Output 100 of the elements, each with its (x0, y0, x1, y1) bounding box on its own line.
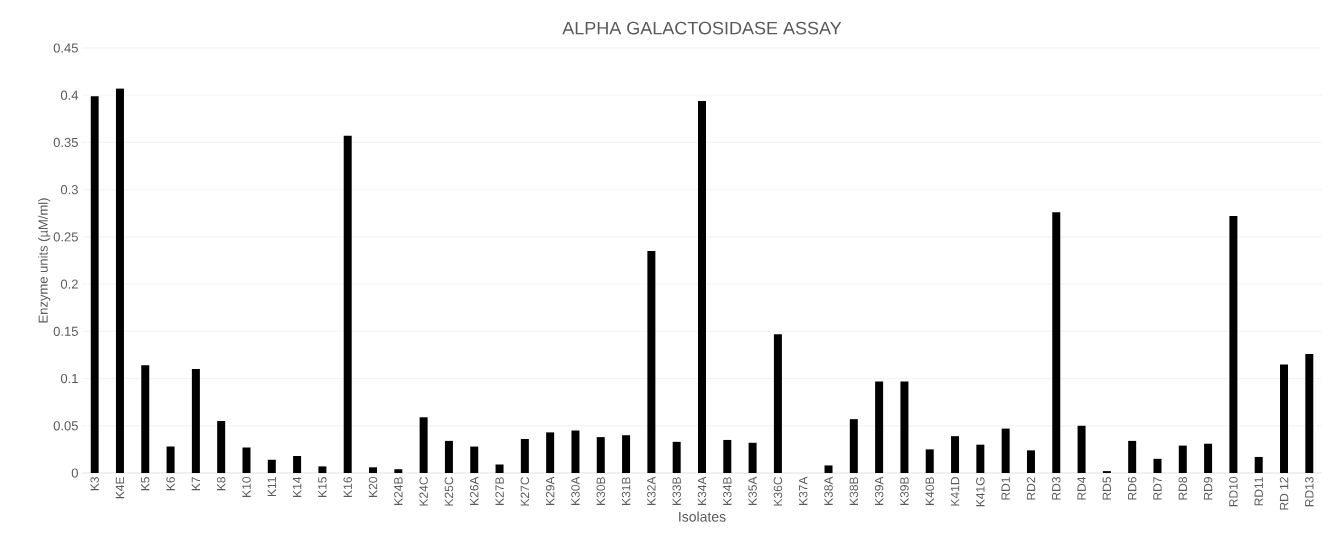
bar (900, 381, 909, 473)
x-tick-label: K15 (318, 477, 327, 497)
bar (647, 251, 656, 473)
bar (267, 459, 276, 473)
x-tick-label: RD4 (1077, 476, 1086, 500)
x-tick-label: K31B (621, 477, 631, 505)
x-tick-label: RD5 (1102, 477, 1112, 500)
bar (596, 437, 605, 473)
bar (697, 100, 706, 473)
x-tick-label: RD9 (1203, 477, 1213, 500)
x-tick-label: K11 (267, 477, 276, 497)
x-tick-label: K27B (495, 477, 504, 505)
bar (115, 88, 124, 473)
bar (1204, 443, 1213, 473)
bar (773, 334, 782, 473)
y-tick-label: 0.1 (60, 373, 78, 384)
y-tick-label: 0.3 (60, 185, 78, 195)
bar (1305, 354, 1314, 473)
bar (1229, 216, 1238, 473)
y-tick-label: 0.35 (53, 137, 78, 148)
bar (293, 456, 302, 473)
bar (141, 365, 150, 473)
x-tick-label: K26A (469, 476, 479, 505)
bar (217, 421, 226, 473)
x-tick-label: K32A (647, 476, 656, 505)
bar (242, 447, 251, 473)
bar (571, 430, 580, 473)
x-tick-label: K8 (216, 477, 226, 491)
x-tick-label: K38B (849, 477, 859, 505)
bar (1128, 440, 1137, 473)
bar (849, 419, 858, 473)
bar (976, 444, 985, 473)
bar (546, 432, 555, 473)
x-tick-label: RD6 (1127, 477, 1137, 500)
x-tick-label: K39A (874, 476, 884, 505)
x-tick-label: RD8 (1178, 477, 1188, 500)
x-tick-label: K34A (697, 476, 707, 505)
x-tick-label: RD7 (1153, 477, 1162, 500)
x-tick-label: RD13 (1305, 477, 1314, 507)
x-tick-label: K41G (976, 477, 985, 507)
bar (470, 446, 479, 473)
x-tick-label: K7 (191, 477, 200, 491)
x-tick-label: K34B (723, 477, 732, 505)
x-tick-label: RD 12 (1279, 477, 1289, 510)
bar (672, 441, 681, 473)
bar (1153, 458, 1162, 473)
bar (824, 465, 833, 473)
y-tick-label: 0 (71, 468, 78, 478)
y-tick-label: 0.15 (53, 326, 78, 336)
bar (444, 440, 453, 473)
x-tick-label: K24B (394, 477, 403, 505)
bar (951, 436, 960, 473)
x-axis-title: Isolates (679, 511, 726, 522)
bar (1052, 212, 1061, 473)
bar (191, 369, 200, 473)
y-tick-label: 0.45 (53, 43, 78, 53)
bar (622, 435, 631, 473)
bar (90, 96, 99, 473)
y-tick-label: 0.2 (60, 279, 78, 289)
x-tick-label: RD10 (1229, 477, 1238, 507)
bar (1178, 445, 1187, 473)
bar (1254, 456, 1263, 473)
bar (369, 467, 378, 473)
x-tick-label: K24C (419, 477, 428, 506)
bar (343, 135, 352, 473)
bar (166, 446, 175, 473)
bar (495, 464, 504, 473)
x-tick-label: K27C (520, 477, 530, 506)
x-tick-label: RD1 (1001, 477, 1010, 500)
x-tick-label: RD11 (1254, 477, 1263, 506)
bar (520, 439, 529, 473)
bar (1026, 450, 1035, 473)
x-tick-label: K30A (571, 476, 580, 505)
x-tick-label: RD3 (1052, 477, 1061, 500)
x-tick-label: K35A (748, 476, 757, 505)
x-tick-label: K33B (672, 477, 681, 505)
x-tick-label: K4E (115, 477, 125, 499)
x-tick-label: K38A (824, 476, 833, 505)
x-tick-label: K14 (292, 476, 302, 497)
x-tick-label: K36C (773, 477, 783, 506)
x-tick-label: K30B (596, 477, 606, 505)
bar (925, 449, 934, 473)
bar (1280, 364, 1289, 473)
x-tick-label: K25C (444, 477, 454, 506)
bar (748, 442, 757, 473)
x-tick-label: K39B (900, 477, 909, 505)
x-tick-label: K37A (798, 476, 808, 505)
x-tick-label: K10 (242, 477, 251, 497)
bar (723, 439, 732, 473)
bar (318, 466, 327, 473)
x-tick-label: K6 (166, 477, 175, 491)
bar (1077, 425, 1086, 473)
x-tick-label: K3 (90, 477, 99, 491)
y-tick-label: 0.25 (53, 232, 78, 242)
bar (875, 381, 884, 473)
chart-title: ALPHA GALACTOSIDASE ASSAY (562, 21, 842, 35)
x-tick-label: K20 (368, 477, 378, 497)
bar (394, 469, 403, 473)
y-axis-title: Enzyme units (µM/ml) (38, 198, 51, 323)
x-tick-label: K5 (141, 477, 150, 491)
